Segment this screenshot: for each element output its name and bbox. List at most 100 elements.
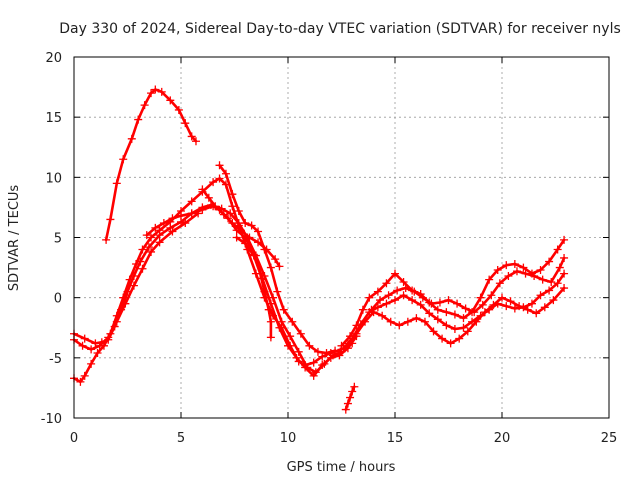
data-point: [478, 300, 487, 309]
data-point: [382, 279, 391, 288]
data-point: [527, 299, 536, 308]
chart-title: Day 330 of 2024, Sidereal Day-to-day VTE…: [59, 21, 621, 37]
data-point: [348, 387, 357, 396]
data-point: [395, 321, 404, 330]
data-point: [241, 239, 250, 248]
data-point: [386, 317, 395, 326]
data-point: [129, 281, 138, 290]
data-point: [410, 287, 419, 296]
data-point: [262, 245, 271, 254]
data-point: [142, 231, 151, 240]
data-point: [346, 393, 355, 402]
data-point: [275, 323, 284, 332]
data-point: [236, 226, 245, 235]
data-point: [215, 174, 224, 183]
data-point: [376, 296, 385, 305]
data-point: [427, 299, 436, 308]
data-point: [241, 219, 250, 228]
data-point: [442, 308, 451, 317]
data-point: [147, 89, 156, 98]
data-point: [157, 87, 166, 96]
data-point: [254, 238, 263, 247]
data-point: [228, 202, 237, 211]
data-point: [305, 341, 314, 350]
data-point: [523, 305, 532, 314]
data-point: [438, 334, 447, 343]
data-point: [151, 223, 160, 232]
data-point: [296, 329, 305, 338]
data-point: [106, 215, 115, 224]
data-point: [450, 310, 459, 319]
data-point: [168, 227, 177, 236]
data-point: [187, 132, 196, 141]
data-point: [221, 169, 230, 178]
data-point: [245, 233, 254, 242]
data-point: [260, 287, 269, 296]
data-point: [399, 278, 408, 287]
series-5: [215, 161, 340, 358]
data-point: [294, 347, 303, 356]
data-point: [288, 317, 297, 326]
data-point: [463, 327, 472, 336]
data-point: [420, 317, 429, 326]
data-point: [489, 300, 498, 309]
data-point: [140, 101, 149, 110]
data-point: [444, 296, 453, 305]
data-point: [275, 262, 284, 271]
data-point: [147, 233, 156, 242]
data-point: [545, 286, 554, 295]
data-point: [536, 291, 545, 300]
data-point: [166, 96, 175, 105]
data-point: [279, 305, 288, 314]
data-point: [144, 243, 153, 252]
data-point: [459, 323, 468, 332]
data-point: [536, 265, 545, 274]
x-tick-label: 10: [280, 431, 297, 446]
data-point: [228, 190, 237, 199]
data-point: [408, 296, 417, 305]
series-trace: [104, 88, 198, 242]
data-point: [352, 329, 361, 338]
data-point: [553, 245, 562, 254]
data-point: [378, 311, 387, 320]
data-point: [147, 247, 156, 256]
data-point: [515, 302, 524, 311]
data-point: [433, 315, 442, 324]
data-point: [112, 317, 121, 326]
x-tick-label: 20: [494, 431, 511, 446]
data-point: [104, 333, 113, 342]
data-point: [506, 297, 515, 306]
data-point: [155, 238, 164, 247]
data-point: [247, 221, 256, 230]
data-point: [311, 368, 320, 377]
data-point: [560, 235, 569, 244]
data-point: [382, 299, 391, 308]
data-point: [87, 359, 96, 368]
data-point: [127, 134, 136, 143]
data-point: [266, 333, 275, 342]
data-point: [136, 257, 145, 266]
data-point: [350, 382, 359, 391]
data-point: [358, 305, 367, 314]
data-point: [138, 264, 147, 273]
data-point: [138, 245, 147, 254]
data-point: [266, 317, 275, 326]
data-point: [226, 209, 235, 218]
series-6: [70, 209, 203, 354]
data-point: [476, 293, 485, 302]
data-point: [320, 359, 329, 368]
data-point: [461, 304, 470, 313]
data-point: [487, 291, 496, 300]
data-point: [198, 205, 207, 214]
data-point: [318, 352, 327, 361]
data-point: [313, 347, 322, 356]
data-series: [70, 85, 569, 414]
data-point: [442, 321, 451, 330]
data-point: [228, 219, 237, 228]
grid-lines: [74, 57, 609, 418]
data-point: [232, 233, 241, 242]
data-point: [93, 349, 102, 358]
data-point: [134, 115, 143, 124]
data-point: [530, 272, 539, 281]
data-point: [198, 185, 207, 194]
